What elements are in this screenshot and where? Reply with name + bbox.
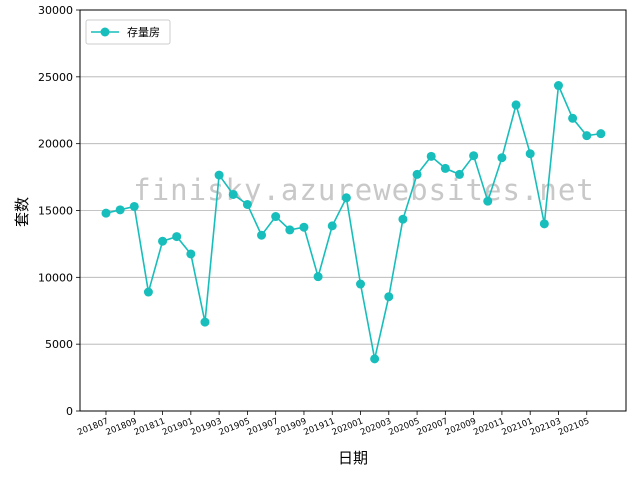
series-group [101, 81, 606, 364]
x-tick-label: 201811 [133, 417, 167, 438]
data-point [553, 81, 563, 91]
x-tick-label: 201905 [218, 417, 252, 438]
x-tick-label: 202101 [500, 417, 534, 438]
data-point [356, 279, 366, 289]
data-point [341, 193, 351, 203]
data-point [115, 205, 125, 215]
y-tick-label: 25000 [38, 71, 73, 84]
x-tick-label: 202103 [529, 417, 563, 438]
y-axis-title: 套数 [13, 197, 31, 227]
data-point [313, 272, 323, 282]
data-point [327, 221, 337, 231]
x-axis-title: 日期 [338, 449, 368, 467]
data-point [440, 163, 450, 173]
legend-label: 存量房 [127, 25, 160, 39]
x-tick-label: 202001 [331, 417, 365, 438]
data-point [158, 236, 168, 246]
data-point [539, 219, 549, 229]
y-tick-label: 30000 [38, 4, 73, 17]
data-point [426, 151, 436, 161]
data-point [412, 169, 422, 179]
legend: 存量房 [85, 19, 171, 45]
x-tick-label: 202011 [472, 417, 506, 438]
y-gridlines [80, 76, 626, 345]
legend-box [85, 19, 171, 45]
x-axis-ticks: 2018072018092018112019012019032019052019… [76, 411, 591, 438]
x-tick-label: 201807 [76, 417, 110, 438]
data-point [271, 212, 281, 222]
x-tick-label: 201809 [105, 417, 139, 438]
data-point [525, 149, 535, 159]
data-point [200, 317, 210, 327]
watermark-text: finisky.azurewebsites.net [133, 173, 595, 207]
data-point [214, 170, 224, 180]
data-point [129, 201, 139, 211]
data-point [143, 287, 153, 297]
data-point [242, 199, 252, 209]
x-tick-label: 202003 [359, 417, 393, 438]
data-point [228, 189, 238, 199]
legend-marker-swatch [100, 27, 110, 37]
data-point [299, 222, 309, 232]
series-line [105, 82, 602, 360]
data-point [497, 153, 507, 163]
y-tick-label: 20000 [38, 138, 73, 151]
x-tick-label: 202105 [557, 417, 591, 438]
data-point [568, 113, 578, 123]
y-axis-ticks: 0 5000 10000 15000 20000 25000 30000 [38, 4, 80, 418]
data-point [101, 208, 111, 218]
data-point [511, 100, 521, 110]
data-point [172, 232, 182, 242]
data-point [398, 214, 408, 224]
data-point [384, 292, 394, 302]
data-point [469, 151, 479, 161]
y-tick-label: 0 [66, 405, 73, 418]
x-tick-label: 201909 [274, 417, 308, 438]
data-point [596, 129, 606, 139]
x-tick-label: 202005 [387, 417, 421, 438]
x-tick-label: 201911 [303, 417, 337, 438]
plot-frame [79, 9, 627, 412]
x-tick-label: 201907 [246, 417, 280, 438]
data-point [483, 196, 493, 206]
data-point [582, 131, 592, 141]
data-point [257, 230, 267, 240]
y-tick-label: 5000 [45, 338, 73, 351]
data-point [186, 249, 196, 259]
x-tick-label: 202007 [416, 417, 450, 438]
x-tick-label: 202009 [444, 417, 478, 438]
data-point [455, 169, 464, 179]
y-tick-label: 15000 [38, 205, 73, 218]
data-point [370, 354, 380, 364]
data-point [285, 225, 295, 235]
x-tick-label: 201901 [161, 417, 195, 438]
y-tick-label: 10000 [38, 271, 73, 284]
x-tick-label: 201903 [189, 417, 223, 438]
